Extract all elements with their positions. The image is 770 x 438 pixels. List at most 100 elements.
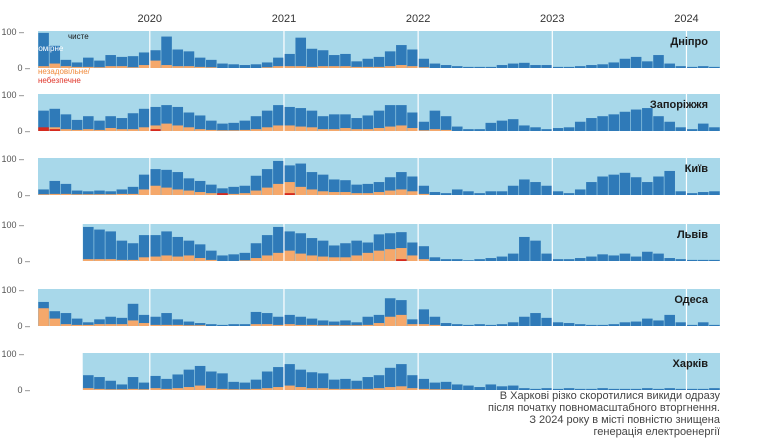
bar-moderate: [686, 324, 698, 326]
bar-moderate: [228, 324, 239, 326]
bar-unhealthy: [150, 125, 161, 131]
bar-moderate: [664, 314, 675, 326]
bar-moderate: [306, 238, 318, 261]
annotation-line-1: В Харкові різко скоротилися викиди одраз…: [499, 390, 720, 402]
bar-unhealthy: [261, 187, 273, 195]
bar-moderate: [574, 258, 586, 261]
bar-moderate: [172, 236, 184, 261]
bar-moderate: [138, 108, 150, 131]
bar-unhealthy: [396, 189, 407, 195]
bar-unhealthy: [127, 320, 139, 326]
bar-moderate: [250, 64, 262, 68]
bar-unhealthy: [150, 60, 161, 68]
bar-unhealthy: [261, 255, 273, 261]
bar-moderate: [206, 120, 217, 131]
panel-1: 100 – 0 – Запоріжжя: [1, 90, 720, 136]
y-tick-label: 0 –: [17, 190, 30, 200]
bar-moderate: [183, 321, 195, 326]
bar-unhealthy: [429, 324, 441, 326]
bar-unhealthy: [373, 128, 385, 131]
bar-moderate: [418, 121, 430, 131]
bar-moderate: [161, 36, 172, 68]
bar-moderate: [429, 192, 441, 195]
bar-moderate: [273, 57, 284, 68]
kharkiv-annotation: В Харкові різко скоротилися викиди одраз…: [430, 390, 720, 438]
bar-moderate: [38, 110, 49, 131]
bar-unhealthy: [306, 189, 318, 195]
bar-moderate: [630, 388, 642, 390]
bar-unhealthy: [183, 66, 195, 68]
bar-unhealthy: [206, 193, 217, 195]
bar-moderate: [340, 114, 351, 131]
bar-moderate: [552, 259, 564, 261]
bar-moderate: [586, 118, 597, 131]
city-label: Київ: [685, 163, 709, 175]
bar-unhealthy: [373, 250, 385, 261]
bar-moderate: [228, 64, 239, 68]
bar-moderate: [418, 246, 430, 261]
bar-moderate: [373, 314, 385, 326]
bar-unhealthy: [328, 325, 340, 326]
bar-moderate: [474, 66, 485, 68]
bar-moderate: [172, 49, 184, 68]
bar-moderate: [485, 122, 497, 131]
bar-unhealthy: [161, 187, 172, 195]
bar-moderate: [306, 172, 318, 195]
bar-unhealthy: [273, 125, 284, 131]
bar-moderate: [150, 375, 161, 390]
bar-unhealthy: [340, 257, 351, 261]
bar-unhealthy: [127, 388, 139, 390]
bar-unhealthy: [362, 193, 374, 195]
bar-unhealthy: [284, 182, 295, 195]
bar-moderate: [463, 385, 474, 390]
bar-unhealthy: [340, 388, 351, 390]
bar-unhealthy: [429, 389, 441, 390]
bar-unhealthy: [161, 324, 172, 326]
bar-moderate: [317, 50, 329, 68]
bar-moderate: [530, 240, 541, 261]
bar-moderate: [71, 62, 83, 68]
bar-moderate: [597, 64, 608, 68]
bar-moderate: [83, 375, 94, 390]
bar-moderate: [709, 66, 720, 68]
bar-moderate: [384, 105, 396, 131]
bar-moderate: [630, 56, 642, 68]
bar-moderate: [183, 240, 195, 261]
bar-unhealthy: [83, 324, 94, 326]
bar-moderate: [228, 381, 239, 390]
bar-unhealthy: [105, 259, 116, 261]
bar-moderate: [507, 322, 519, 326]
bar-unhealthy: [150, 324, 161, 326]
bar-moderate: [619, 322, 631, 326]
bar-unhealthy: [306, 388, 318, 390]
bar-unhealthy: [317, 129, 329, 131]
bar-unhealthy: [261, 67, 273, 68]
bar-unhealthy: [138, 189, 150, 195]
y-tick-label: 100 –: [1, 154, 24, 164]
bar-moderate: [697, 123, 709, 131]
bar-moderate: [373, 56, 385, 68]
bar-moderate: [83, 57, 94, 68]
year-label-2023: 2023: [540, 13, 564, 25]
bar-unhealthy: [116, 389, 128, 390]
bar-unhealthy: [340, 192, 351, 195]
bar-moderate: [709, 388, 720, 390]
annotation-line-4: генерація електроенергії: [593, 426, 720, 438]
bar-unhealthy: [172, 66, 184, 68]
bar-unhealthy: [138, 389, 150, 390]
bar-unhealthy: [351, 255, 362, 261]
bar-unhealthy: [317, 191, 329, 195]
bar-moderate: [351, 61, 362, 68]
bar-moderate: [608, 114, 620, 131]
bar-unhealthy: [228, 130, 239, 131]
bar-moderate: [396, 232, 407, 261]
bar-unhealthy: [138, 257, 150, 261]
bar-moderate: [194, 180, 206, 195]
bar-moderate: [407, 375, 418, 390]
bar-moderate: [608, 174, 620, 195]
bar-moderate: [463, 66, 474, 68]
bar-moderate: [407, 176, 418, 195]
bar-unhealthy: [418, 193, 430, 195]
bar-moderate: [496, 386, 508, 390]
